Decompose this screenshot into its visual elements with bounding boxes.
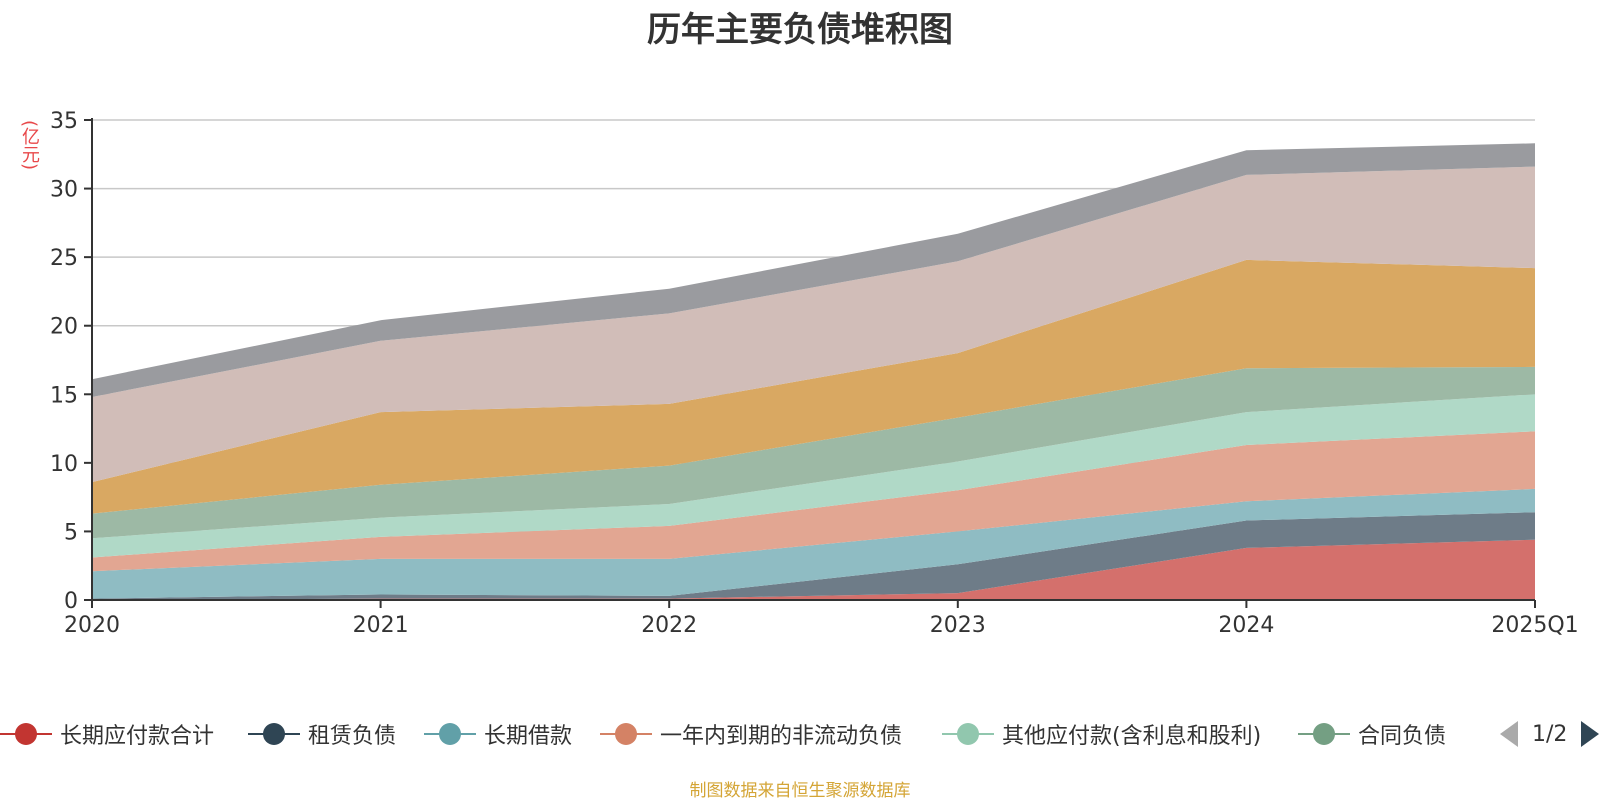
legend-item-2[interactable]: 长期借款 (424, 712, 572, 756)
area-series-0[interactable] (92, 539, 1535, 600)
legend-item-0[interactable]: 长期应付款合计 (0, 712, 214, 756)
legend-item-3[interactable]: 一年内到期的非流动负债 (600, 712, 902, 756)
legend-page-indicator: 1/2 (1532, 721, 1568, 747)
legend-item-4[interactable]: 其他应付款(含利息和股利) (942, 712, 1261, 756)
legend-item-5[interactable]: 合同负债 (1298, 712, 1446, 756)
area-series-6[interactable] (92, 259, 1535, 514)
legend-marker-icon (600, 712, 652, 756)
legend-label: 长期应付款合计 (60, 724, 215, 749)
legend-marker-icon (248, 712, 300, 756)
legend-marker-icon (1298, 712, 1350, 756)
legend-label: 租赁负债 (308, 724, 397, 749)
axes: 0 5 10 15 20 25 30 35 2020 2021 2022 2023 2024 2025Q1 (50, 109, 1579, 638)
legend-label: 其他应付款(含利息和股利) (1002, 724, 1262, 749)
stacked-area-chart: 0 5 10 15 20 25 30 35 2020 2021 2022 2023 2024 2025Q1 (50, 109, 1579, 638)
y-tick-label-25: 25 (50, 246, 78, 271)
legend-item-1[interactable]: 租赁负债 (248, 712, 396, 756)
legend-marker-icon (942, 712, 994, 756)
y-tick-label-0: 0 (64, 589, 78, 614)
legend-marker-icon (0, 712, 52, 756)
source-note: 制图数据来自恒生聚源数据库 (689, 781, 911, 801)
x-tick-label-2: 2022 (641, 613, 697, 638)
y-tick-label-35: 35 (50, 109, 78, 134)
area-series-2[interactable] (92, 488, 1535, 599)
y-axis-unit-label: (亿元) (19, 120, 40, 171)
area-series-7[interactable] (92, 166, 1535, 483)
area-series-3[interactable] (92, 431, 1535, 572)
area-series-group (92, 143, 1535, 600)
legend-pager: 1/2 (1500, 712, 1600, 756)
legend-next-page-icon[interactable] (1581, 721, 1600, 747)
area-series-5[interactable] (92, 366, 1535, 539)
area-series-8[interactable] (92, 143, 1535, 397)
chart-title: 历年主要负债堆积图 (647, 10, 953, 50)
x-tick-label-5: 2025Q1 (1491, 613, 1578, 638)
legend-marker-icon (424, 712, 476, 756)
legend-label: 长期借款 (484, 724, 573, 749)
y-tick-label-30: 30 (50, 178, 78, 203)
area-series-1[interactable] (92, 512, 1535, 600)
area-series-4[interactable] (92, 394, 1535, 558)
y-tick-label-10: 10 (50, 452, 78, 477)
x-tick-label-0: 2020 (64, 613, 120, 638)
y-tick-label-20: 20 (50, 315, 78, 340)
legend: 长期应付款合计 租赁负债 长期借款 一年内到期的非流动负债 其他应付款(含利息和股利) 合… (0, 712, 1600, 756)
legend-prev-page-icon[interactable] (1500, 721, 1518, 747)
legend-label: 一年内到期的非流动负债 (660, 724, 903, 749)
legend-label: 合同负债 (1358, 724, 1447, 749)
x-tick-label-1: 2021 (353, 613, 409, 638)
x-tick-label-3: 2023 (930, 613, 986, 638)
x-tick-label-4: 2024 (1218, 613, 1274, 638)
y-tick-label-15: 15 (50, 383, 78, 408)
y-tick-label-5: 5 (64, 520, 78, 545)
